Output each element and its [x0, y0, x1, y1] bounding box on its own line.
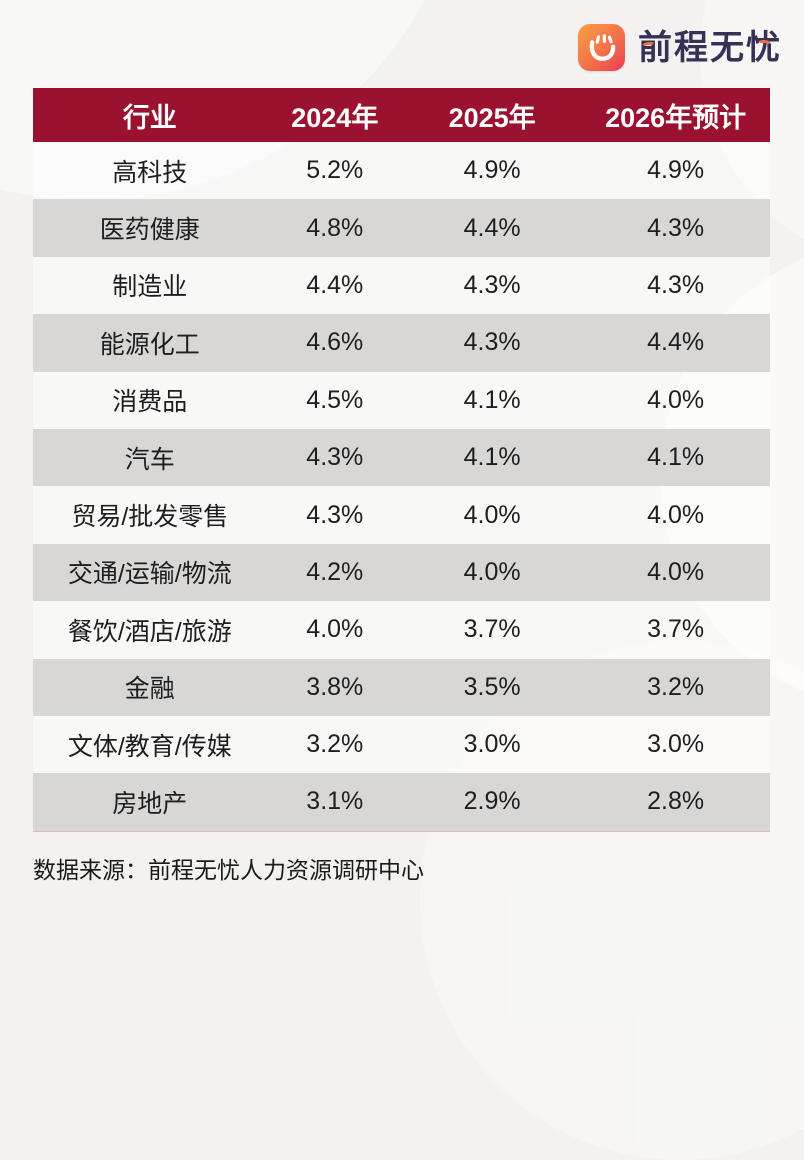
- value-2024-cell: 4.3%: [306, 500, 364, 529]
- table-row: 房地产 3.1% 2.9% 2.8%: [33, 773, 770, 831]
- industry-cell: 房地产: [112, 789, 188, 818]
- salary-increase-table: 行业 2024年 2025年 2026年预计 高科技 5.2% 4.9% 4.9…: [33, 88, 770, 832]
- value-2024-cell: 3.8%: [306, 672, 364, 701]
- 51job-hand-smile-icon: [578, 24, 625, 71]
- table-row: 文体/教育/传媒 3.2% 3.0% 3.0%: [33, 715, 770, 774]
- header-2024: 2024年: [291, 102, 379, 133]
- header-industry: 行业: [122, 102, 177, 133]
- value-2026-cell: 4.0%: [647, 385, 705, 414]
- table-row: 交通/运输/物流 4.2% 4.0% 4.0%: [33, 543, 770, 602]
- industry-cell: 交通/运输/物流: [67, 560, 232, 589]
- value-2024-cell: 4.0%: [306, 615, 364, 644]
- table-header-row: 行业 2024年 2025年 2026年预计: [33, 88, 770, 142]
- table-row: 制造业 4.4% 4.3% 4.3%: [33, 256, 770, 315]
- brand-wordmark: 前程无忧: [638, 28, 782, 67]
- industry-cell: 高科技: [112, 158, 188, 187]
- value-2025-cell: 4.1%: [463, 443, 521, 472]
- header-2026-forecast: 2026年预计: [605, 102, 747, 133]
- value-2024-cell: 5.2%: [306, 156, 364, 185]
- header-2025: 2025年: [448, 102, 536, 133]
- value-2024-cell: 4.6%: [306, 328, 364, 357]
- industry-cell: 消费品: [112, 388, 188, 417]
- value-2026-cell: 3.2%: [647, 672, 705, 701]
- value-2026-cell: 4.0%: [647, 500, 705, 529]
- value-2024-cell: 4.5%: [306, 385, 364, 414]
- value-2024-cell: 4.2%: [306, 557, 364, 586]
- value-2024-cell: 4.4%: [306, 270, 364, 299]
- table-row: 餐饮/酒店/旅游 4.0% 3.7% 3.7%: [33, 601, 770, 659]
- industry-cell: 医药健康: [99, 216, 200, 245]
- table-row: 消费品 4.5% 4.1% 4.0%: [33, 371, 770, 429]
- table-row: 能源化工 4.6% 4.3% 4.4%: [33, 314, 770, 372]
- table-row: 高科技 5.2% 4.9% 4.9%: [33, 142, 770, 200]
- table-row: 汽车 4.3% 4.1% 4.1%: [33, 428, 770, 487]
- table-row: 医药健康 4.8% 4.4% 4.3%: [33, 199, 770, 257]
- brand-logo: 前程无忧: [578, 24, 782, 71]
- industry-cell: 金融: [124, 675, 175, 704]
- value-2025-cell: 4.0%: [463, 557, 521, 586]
- value-2026-cell: 4.3%: [647, 270, 705, 299]
- industry-cell: 制造业: [112, 273, 188, 302]
- value-2024-cell: 3.2%: [306, 730, 364, 759]
- value-2024-cell: 3.1%: [306, 787, 364, 816]
- data-source-note: 数据来源：前程无忧人力资源调研中心: [33, 857, 424, 883]
- value-2025-cell: 3.5%: [463, 672, 521, 701]
- value-2025-cell: 4.9%: [463, 156, 521, 185]
- value-2025-cell: 3.7%: [463, 615, 521, 644]
- value-2025-cell: 4.3%: [463, 328, 521, 357]
- value-2024-cell: 4.8%: [306, 213, 364, 242]
- industry-cell: 餐饮/酒店/旅游: [67, 617, 232, 646]
- industry-cell: 贸易/批发零售: [71, 503, 229, 532]
- value-2025-cell: 4.1%: [463, 385, 521, 414]
- industry-cell: 文体/教育/传媒: [67, 732, 232, 761]
- value-2026-cell: 4.1%: [647, 443, 705, 472]
- value-2025-cell: 2.9%: [463, 787, 521, 816]
- value-2025-cell: 4.4%: [463, 213, 521, 242]
- table-bottom-divider: [33, 830, 770, 832]
- industry-cell: 汽车: [124, 445, 175, 474]
- value-2025-cell: 4.0%: [463, 500, 521, 529]
- value-2026-cell: 4.9%: [647, 156, 705, 185]
- value-2025-cell: 4.3%: [463, 270, 521, 299]
- value-2025-cell: 3.0%: [463, 730, 521, 759]
- value-2024-cell: 4.3%: [306, 443, 364, 472]
- value-2026-cell: 4.4%: [647, 328, 705, 357]
- table-row: 金融 3.8% 3.5% 3.2%: [33, 658, 770, 716]
- table-row: 贸易/批发零售 4.3% 4.0% 4.0%: [33, 486, 770, 544]
- value-2026-cell: 3.7%: [647, 615, 705, 644]
- industry-cell: 能源化工: [99, 330, 200, 359]
- value-2026-cell: 4.0%: [647, 557, 705, 586]
- value-2026-cell: 2.8%: [647, 787, 705, 816]
- value-2026-cell: 4.3%: [647, 213, 705, 242]
- value-2026-cell: 3.0%: [647, 730, 705, 759]
